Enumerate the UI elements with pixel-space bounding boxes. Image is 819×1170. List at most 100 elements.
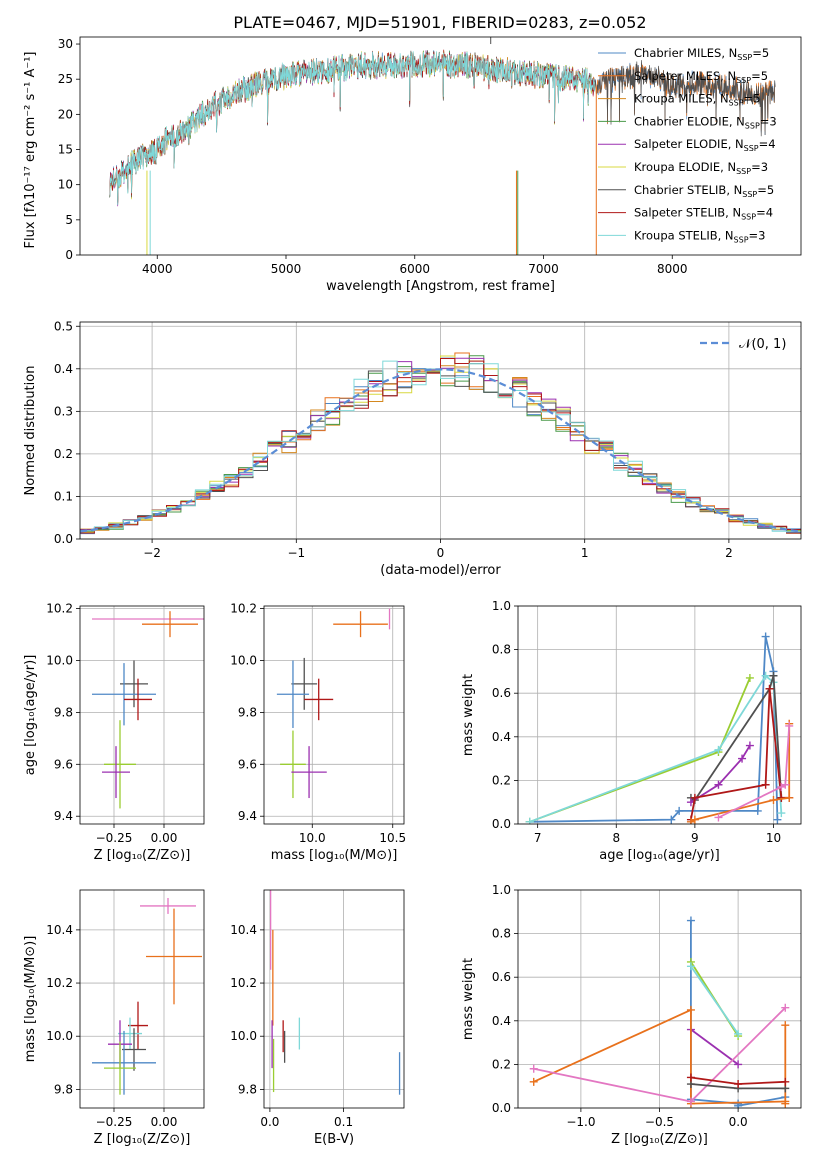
- errorbar-point: [146, 908, 202, 1005]
- massweight-line: [529, 636, 779, 823]
- y-tick-label: 9.8: [238, 705, 257, 719]
- y-tick-label: 0.5: [54, 319, 73, 333]
- x-tick-label: 0.00: [151, 1115, 178, 1129]
- x-tick-label: −0.5: [645, 1115, 674, 1129]
- y-tick-label: 0.0: [492, 1101, 511, 1115]
- massweight-marker: [781, 1099, 790, 1108]
- x-tick-label: −0.25: [96, 831, 133, 845]
- massweight-marker: [745, 741, 754, 750]
- y-axis-label: mass weight: [461, 674, 476, 756]
- x-tick-label: 8: [612, 831, 620, 845]
- legend-entry: Chabrier MILES, NSSP=5: [634, 46, 769, 62]
- legend-entry: Chabrier STELIB, NSSP=5: [634, 183, 774, 199]
- x-tick-label: −1: [287, 546, 305, 560]
- massweight-marker: [781, 1021, 790, 1030]
- y-tick-label: 0.3: [54, 404, 73, 418]
- y-tick-label: 0.0: [492, 817, 511, 831]
- y-tick-label: 0.0: [54, 532, 73, 546]
- y-tick-label: 9.8: [238, 1082, 257, 1096]
- x-tick-label: 10: [766, 831, 781, 845]
- massweight-marker: [690, 793, 699, 802]
- x-tick-label: 0.00: [151, 831, 178, 845]
- y-tick-label: 0.4: [492, 730, 511, 744]
- y-tick-label: 1.0: [492, 599, 511, 613]
- y-tick-label: 0.4: [492, 1014, 511, 1028]
- y-tick-label: 9.6: [54, 757, 73, 771]
- y-tick-label: 0.2: [54, 447, 73, 461]
- massweight-marker: [525, 817, 534, 824]
- legend-entry: 𝒩(0, 1): [739, 337, 786, 352]
- y-tick-label: 0.4: [54, 362, 73, 376]
- axes-frame: [517, 605, 802, 825]
- y-tick-label: 10.0: [46, 654, 73, 668]
- massweight-marker: [686, 1097, 695, 1106]
- x-tick-label: −2: [143, 546, 161, 560]
- y-axis-label: Normed distribution: [23, 366, 38, 496]
- y-tick-label: 0.6: [492, 686, 511, 700]
- errorbar-point: [124, 678, 152, 721]
- massweight-marker: [686, 916, 695, 925]
- massweight-marker: [777, 809, 786, 818]
- errorbar-point: [304, 678, 334, 721]
- x-tick-label: 10.0: [299, 831, 326, 845]
- y-axis-label: mass weight: [461, 958, 476, 1040]
- y-tick-label: 9.6: [238, 757, 257, 771]
- x-tick-label: −1.0: [566, 1115, 595, 1129]
- y-tick-label: 10.2: [230, 976, 257, 990]
- massweight-marker: [769, 671, 778, 680]
- massweight-marker: [714, 780, 723, 789]
- gaussian-curve: [79, 368, 802, 533]
- x-axis-label: wavelength [Angstrom, rest frame]: [326, 279, 555, 294]
- y-tick-label: 5: [65, 213, 73, 227]
- panel-age_vs_Z: −0.25 0.00 9.4 9.6 9.8 10.0 10.2 Z [log₁₀(Z/Z⊙)…: [23, 602, 205, 863]
- x-tick-label: 0.0: [260, 1115, 279, 1129]
- legend-entry: Kroupa STELIB, NSSP=3: [634, 228, 765, 244]
- errorbar-point: [104, 720, 136, 809]
- massweight-line: [690, 745, 751, 803]
- massweight-marker: [761, 632, 770, 641]
- legend-entry: Chabrier ELODIE, NSSP=3: [634, 114, 777, 130]
- x-tick-label: 0.0: [729, 1115, 748, 1129]
- y-axis-label: Flux [fλ10⁻¹⁷ erg cm⁻² s⁻¹ A⁻¹]: [23, 52, 38, 249]
- legend-entry: Kroupa ELODIE, NSSP=3: [634, 160, 768, 176]
- y-tick-label: 0.6: [492, 970, 511, 984]
- massweight-marker: [734, 1080, 743, 1089]
- massweight-line: [529, 674, 783, 823]
- y-tick-label: 0.2: [492, 1057, 511, 1071]
- y-tick-label: 0.2: [492, 773, 511, 787]
- x-tick-label: 2: [725, 546, 733, 560]
- spectrum-line: [109, 51, 596, 205]
- massweight-marker: [667, 815, 676, 824]
- y-tick-label: 9.4: [54, 809, 73, 823]
- y-tick-label: 10.2: [46, 602, 73, 616]
- massweight-marker: [734, 1029, 743, 1038]
- errorbar-point: [122, 1028, 146, 1071]
- x-axis-label: mass [log₁₀(M/M⊙)]: [271, 848, 398, 863]
- massweight-marker: [773, 815, 782, 824]
- errorbar-point: [333, 611, 388, 638]
- legend-entry: Kroupa MILES, NSSP=5: [634, 92, 760, 108]
- massweight-marker: [781, 1077, 790, 1086]
- y-tick-label: 9.8: [54, 1082, 73, 1096]
- massweight-line: [690, 965, 739, 1035]
- x-tick-label: 5000: [271, 262, 302, 276]
- y-axis-label: age [log₁₀(age/yr)]: [23, 655, 38, 776]
- panel-massweight_vs_age: 7 8 9 10 0.0 0.2 0.4 0.6 0.8 1.0 age [log₁₀(age/yr…: [461, 599, 802, 863]
- x-tick-label: 7000: [528, 262, 559, 276]
- massweight-marker: [714, 813, 723, 822]
- panel-spectrum: 4000 5000 6000 7000 8000 0 5 10 15 20 25 30 waveleng…: [23, 36, 802, 294]
- errorbar-point: [92, 1030, 156, 1095]
- massweight-marker: [765, 684, 774, 693]
- y-axis-label: mass [log₁₀(M/M⊙)]: [23, 936, 38, 1063]
- x-axis-label: (data-model)/error: [380, 563, 501, 578]
- massweight-marker: [761, 780, 770, 789]
- axes-frame: [263, 889, 405, 1109]
- errorbar-point: [128, 1001, 148, 1050]
- massweight-marker: [761, 671, 770, 680]
- y-tick-label: 0.8: [492, 927, 511, 941]
- massweight-line: [690, 1028, 739, 1066]
- legend: Chabrier MILES, NSSP=5 Salpeter MILES, NS…: [598, 46, 777, 244]
- massweight-marker: [675, 806, 684, 815]
- massweight-marker: [686, 962, 695, 971]
